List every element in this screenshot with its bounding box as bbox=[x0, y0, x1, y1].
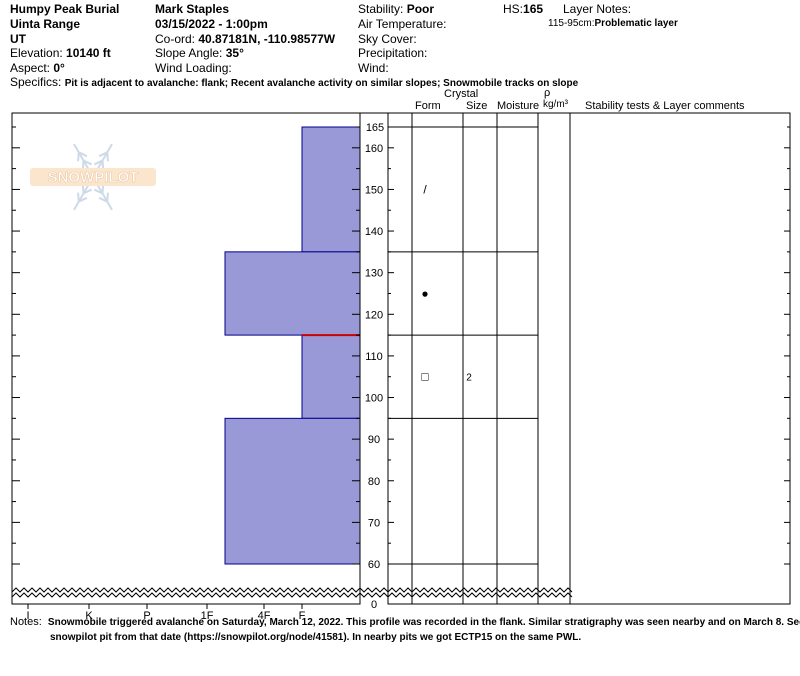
hardness-layer-bar bbox=[301, 126, 361, 253]
coordinates: Co-ord: 40.87181N, -110.98577W bbox=[155, 32, 336, 46]
x-tick-label: F bbox=[299, 610, 306, 622]
density-unit-header: kg/m³ bbox=[543, 99, 568, 110]
y-tick-label: 100 bbox=[365, 393, 383, 405]
slope-angle: Slope Angle: 35° bbox=[155, 46, 244, 60]
y-tick-label: 120 bbox=[365, 309, 383, 321]
wind: Wind: bbox=[358, 61, 389, 75]
y-tick-label: 80 bbox=[368, 476, 380, 488]
hardness-layer-bar bbox=[224, 417, 361, 565]
y-tick-label: 140 bbox=[365, 226, 383, 238]
state-name: UT bbox=[10, 32, 26, 46]
precipitation: Precipitation: bbox=[358, 46, 428, 60]
aspect: Aspect: 0° bbox=[10, 61, 65, 75]
air-temperature: Air Temperature: bbox=[358, 17, 447, 31]
axis-break bbox=[11, 592, 573, 598]
y-tick-label: 0 bbox=[371, 599, 377, 611]
notes-line-1: Snowmobile triggered avalanche on Saturd… bbox=[47, 617, 800, 628]
axis-break bbox=[11, 587, 573, 593]
wind-loading: Wind Loading: bbox=[155, 61, 232, 75]
hardness-layer-bar bbox=[224, 251, 361, 336]
form-header: Form bbox=[415, 100, 441, 112]
y-tick-label: 160 bbox=[365, 143, 383, 155]
grain-size-value: 2 bbox=[466, 373, 472, 384]
hardness-layer-bar bbox=[301, 334, 361, 419]
rho-header: ρ bbox=[544, 87, 551, 99]
snowpilot-watermark: SNOWPILOT bbox=[30, 143, 156, 211]
y-tick-label: 70 bbox=[368, 517, 380, 529]
range-name: Uinta Range bbox=[10, 17, 81, 31]
layer-note: 115-95cm:Problematic layer bbox=[548, 18, 678, 29]
y-tick-label: 60 bbox=[368, 559, 380, 571]
total-snow-depth: HS:165 bbox=[503, 2, 544, 16]
grain-form-symbol: / bbox=[423, 182, 427, 196]
observer-name: Mark Staples bbox=[155, 2, 230, 16]
x-tick-label: P bbox=[143, 610, 150, 622]
observation-datetime: 03/15/2022 - 1:00pm bbox=[155, 17, 268, 31]
watermark-text: SNOWPILOT bbox=[48, 169, 139, 186]
layer-table-frame bbox=[387, 112, 791, 605]
stability: Stability: Poor bbox=[358, 2, 435, 16]
specifics: Specifics: Pit is adjacent to avalanche:… bbox=[10, 75, 579, 89]
location-name: Humpy Peak Burial bbox=[10, 2, 120, 16]
elevation: Elevation: 10140 ft bbox=[10, 46, 111, 60]
x-tick-label: 1F bbox=[201, 610, 214, 622]
y-tick-label: 90 bbox=[368, 434, 380, 446]
crystal-header: Crystal bbox=[444, 88, 479, 100]
hardness-plot-frame bbox=[11, 112, 361, 605]
x-tick-label: I bbox=[26, 610, 29, 622]
x-tick-label: K bbox=[85, 610, 93, 622]
notes-line-2: snowpilot pit from that date (https://sn… bbox=[50, 632, 582, 643]
grain-form-symbol: □ bbox=[421, 370, 428, 384]
notes: Notes: Snowmobile triggered avalanche on… bbox=[10, 616, 800, 628]
sky-cover: Sky Cover: bbox=[358, 32, 417, 46]
size-header: Size bbox=[466, 100, 488, 112]
grain-form-symbol: ● bbox=[421, 286, 428, 300]
stability-comments-header: Stability tests & Layer comments bbox=[585, 100, 745, 112]
layer-notes-label: Layer Notes: bbox=[563, 2, 632, 16]
moisture-header: Moisture bbox=[497, 100, 540, 112]
y-tick-label: 110 bbox=[365, 351, 383, 363]
y-tick-label: 130 bbox=[365, 268, 383, 280]
y-tick-label: 165 bbox=[366, 122, 384, 134]
x-tick-label: 4F bbox=[258, 610, 271, 622]
y-tick-label: 150 bbox=[365, 184, 383, 196]
